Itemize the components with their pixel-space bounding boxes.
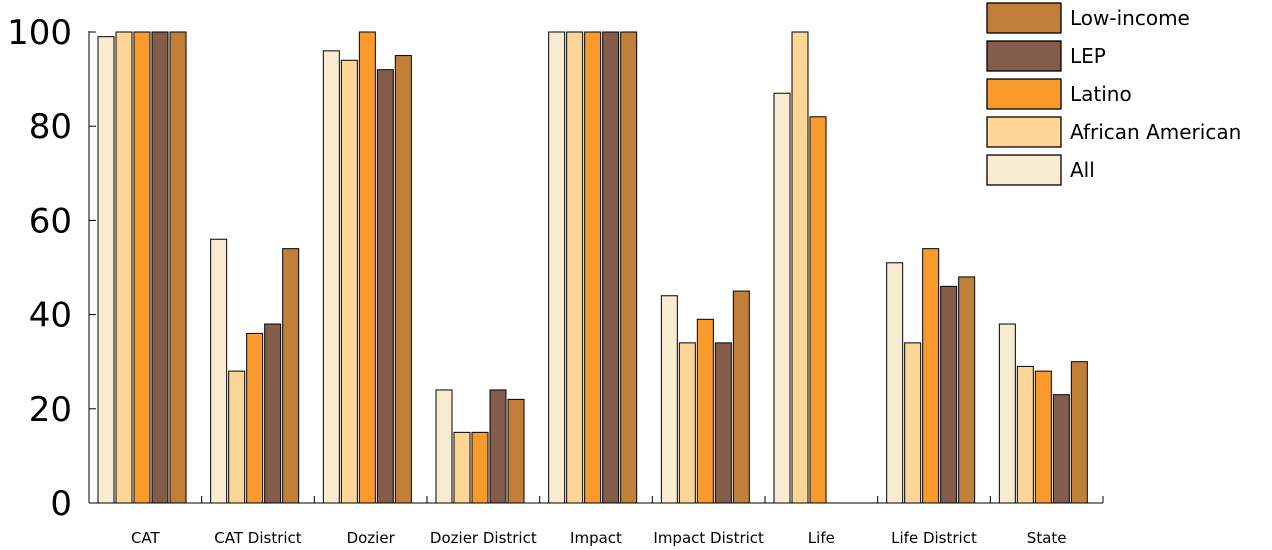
bar	[169, 31, 187, 504]
legend-swatch	[986, 78, 1062, 110]
bar	[264, 323, 282, 504]
bar	[453, 431, 471, 504]
bar	[358, 31, 376, 504]
bar	[210, 238, 228, 504]
bar	[151, 31, 169, 504]
bar	[376, 69, 394, 504]
legend-label: LEP	[1070, 44, 1106, 68]
bar	[714, 342, 732, 504]
legend-label: African American	[1070, 120, 1241, 144]
bar	[489, 389, 507, 504]
bar	[282, 248, 300, 504]
y-tick-label: 20	[29, 390, 72, 430]
bar	[940, 285, 958, 504]
bar	[958, 276, 976, 504]
bar	[133, 31, 151, 504]
x-tick-label: Life	[808, 529, 835, 547]
x-axis: CAT CAT District Dozier Dozier District Impa…	[89, 496, 1104, 547]
x-tick-label: Dozier District	[430, 529, 537, 547]
y-tick-label: 100	[7, 13, 72, 53]
legend-swatch	[986, 154, 1062, 186]
legend-label: All	[1070, 158, 1095, 182]
legend: Low-income LEP Latino African American All	[986, 2, 1241, 186]
bar	[1052, 394, 1070, 504]
bar	[228, 370, 246, 504]
y-tick-label: 40	[29, 296, 72, 336]
bar	[471, 431, 489, 504]
y-tick-label: 80	[29, 107, 72, 147]
bar	[584, 31, 602, 504]
y-tick-label: 60	[29, 201, 72, 241]
x-tick-label: State	[1027, 529, 1067, 547]
x-tick-label: Impact	[570, 529, 622, 547]
bar	[773, 92, 791, 504]
bar	[809, 116, 827, 504]
legend-label: Low-income	[1070, 6, 1190, 30]
bar	[340, 59, 358, 504]
bar	[1016, 365, 1034, 504]
bar	[507, 398, 525, 504]
y-axis: 0 20 40 60 80 100	[7, 13, 96, 524]
bar	[696, 318, 714, 504]
bar	[886, 262, 904, 504]
bar	[394, 55, 412, 504]
bar	[678, 342, 696, 504]
bar	[998, 323, 1016, 504]
bar	[602, 31, 620, 504]
legend-label: Latino	[1070, 82, 1132, 106]
bar	[246, 332, 264, 504]
bar	[115, 31, 133, 504]
bar	[922, 248, 940, 504]
legend-swatch	[986, 116, 1062, 148]
bar	[620, 31, 638, 504]
x-tick-label: Dozier	[347, 529, 396, 547]
bar	[435, 389, 453, 504]
bar	[904, 342, 922, 504]
bar	[791, 31, 809, 504]
bar	[1034, 370, 1052, 504]
y-tick-label: 0	[50, 484, 72, 524]
x-tick-label: Impact District	[653, 529, 764, 547]
bar	[566, 31, 584, 504]
legend-swatch	[986, 2, 1062, 34]
bar	[322, 50, 340, 504]
bar	[732, 290, 750, 504]
bar	[1070, 361, 1088, 504]
bar	[660, 295, 678, 504]
x-tick-label: Life District	[891, 529, 977, 547]
bars	[97, 31, 1088, 504]
legend-swatch	[986, 40, 1062, 72]
x-tick-label: CAT District	[214, 529, 301, 547]
x-tick-label: CAT	[131, 529, 161, 547]
bar	[548, 31, 566, 504]
bar	[97, 36, 115, 504]
